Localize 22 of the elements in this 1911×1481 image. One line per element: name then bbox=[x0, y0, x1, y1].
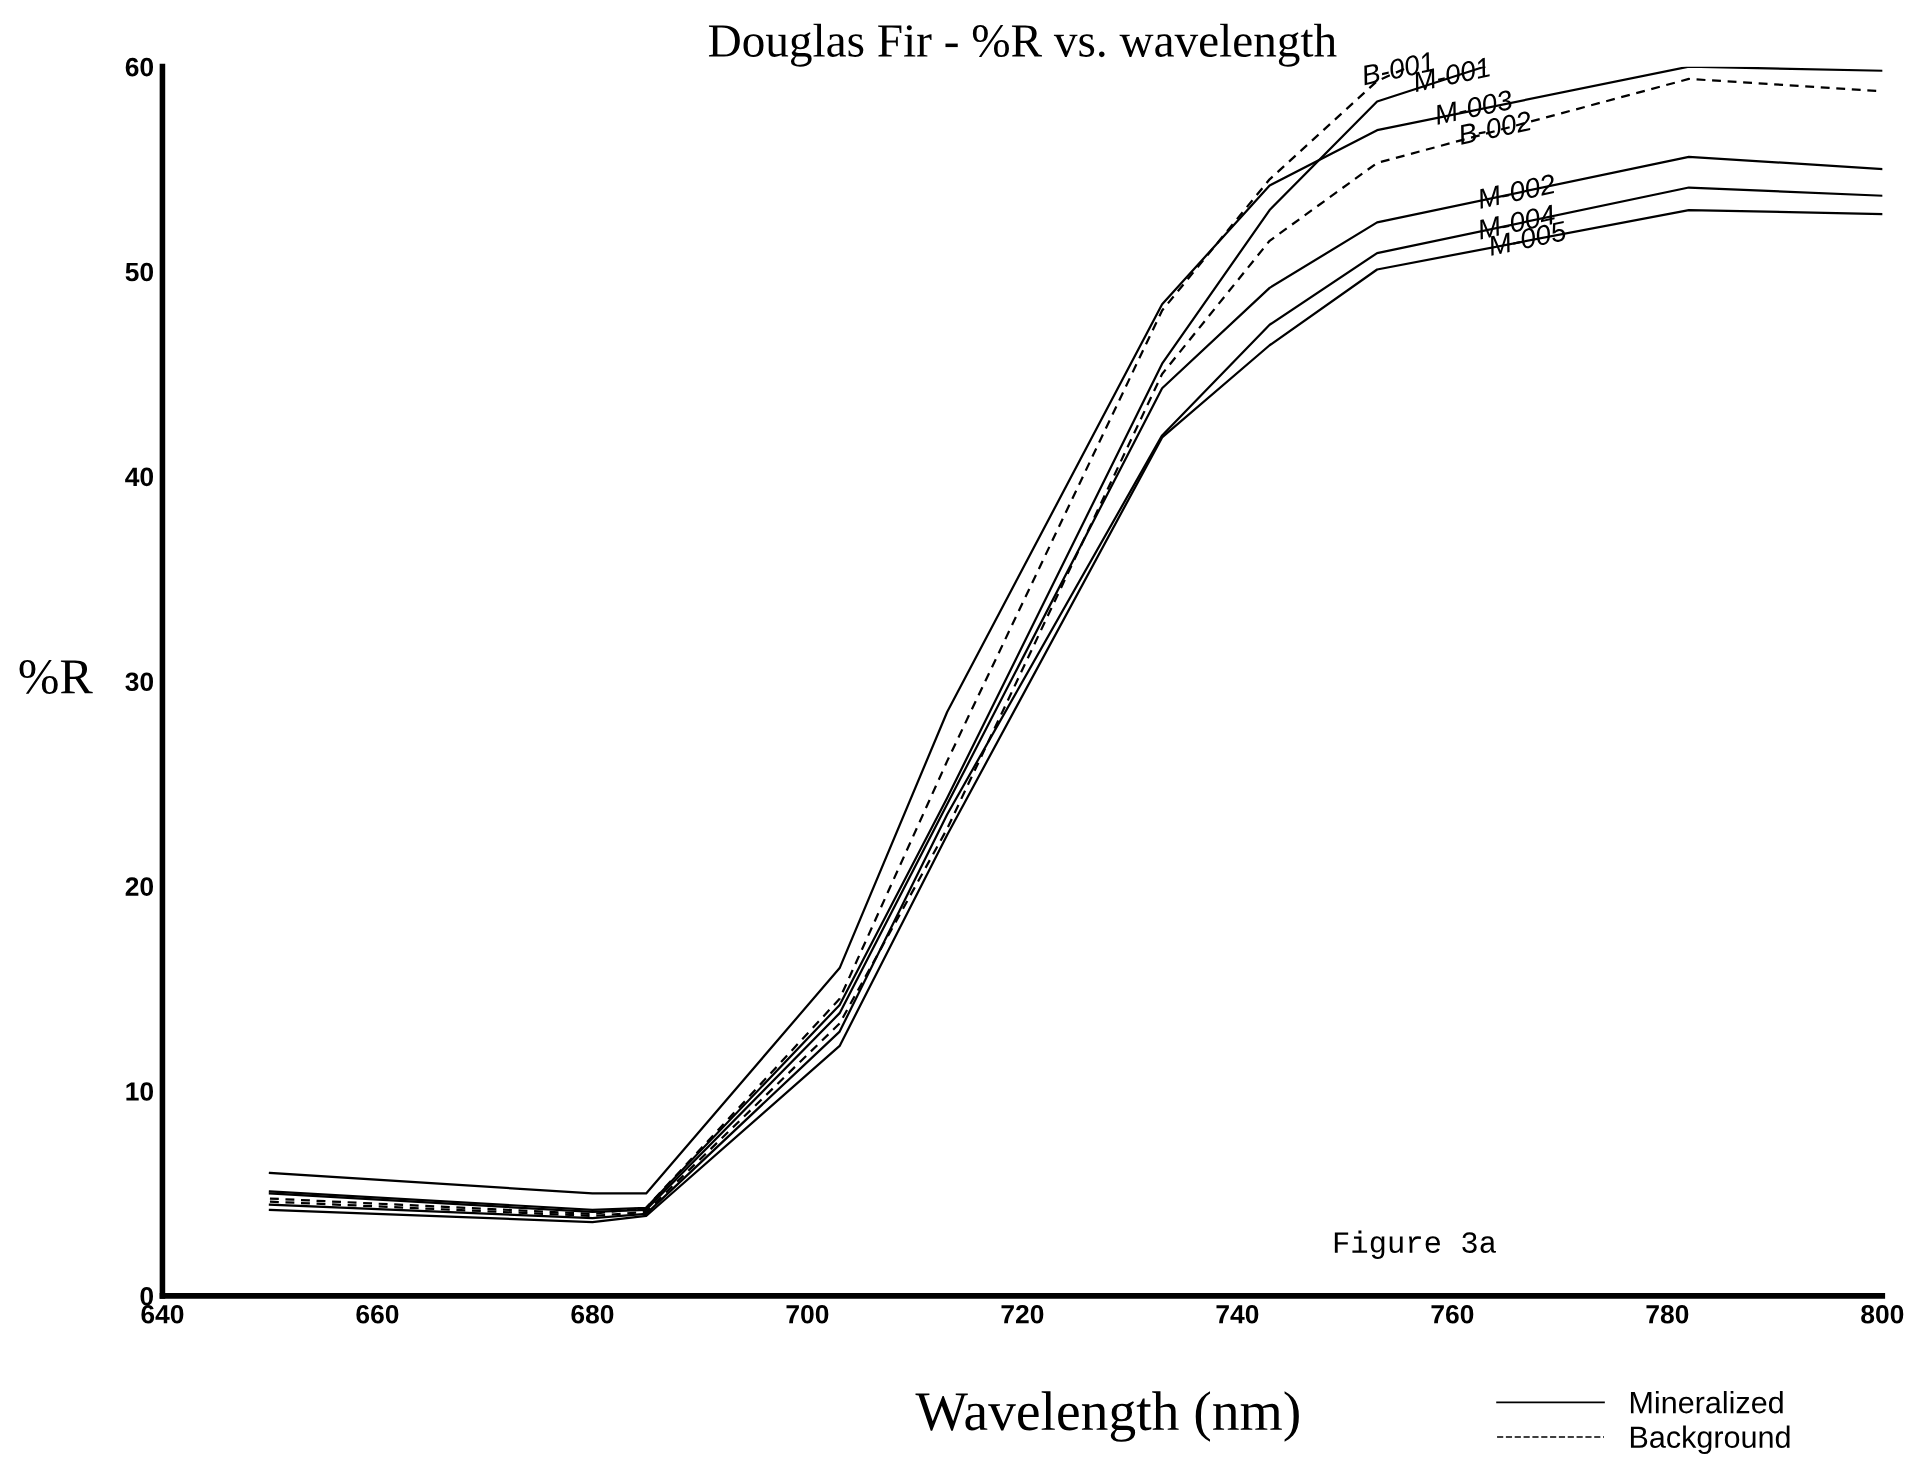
y-tick-label: 60 bbox=[125, 57, 154, 77]
legend-label: Background bbox=[1630, 1425, 1790, 1455]
x-tick-label: 660 bbox=[356, 1304, 399, 1324]
x-tick-label: 720 bbox=[1001, 1304, 1044, 1324]
x-axis-title: Wavelength (nm) bbox=[915, 1391, 1299, 1442]
x-tick-label: 680 bbox=[571, 1304, 614, 1324]
annotation: Figure 3a bbox=[1334, 1230, 1496, 1259]
y-tick-label: 30 bbox=[125, 672, 154, 692]
x-tick-label: 740 bbox=[1216, 1304, 1259, 1324]
x-tick-label: 760 bbox=[1431, 1304, 1474, 1324]
chart-title: Douglas Fir - %R vs. wavelength bbox=[708, 23, 1337, 67]
legend-label: Mineralized bbox=[1630, 1390, 1783, 1414]
x-tick-label: 800 bbox=[1861, 1304, 1904, 1324]
x-tick-label: 780 bbox=[1646, 1304, 1689, 1324]
y-tick-label: 0 bbox=[140, 1287, 154, 1306]
x-tick-label: 700 bbox=[786, 1304, 829, 1324]
y-tick-label: 10 bbox=[126, 1082, 154, 1101]
y-tick-label: 40 bbox=[125, 467, 154, 487]
y-tick-label: 50 bbox=[125, 262, 154, 282]
x-tick-label: 640 bbox=[141, 1304, 184, 1324]
y-tick-label: 20 bbox=[125, 877, 154, 896]
y-axis-title: %R bbox=[19, 660, 93, 694]
